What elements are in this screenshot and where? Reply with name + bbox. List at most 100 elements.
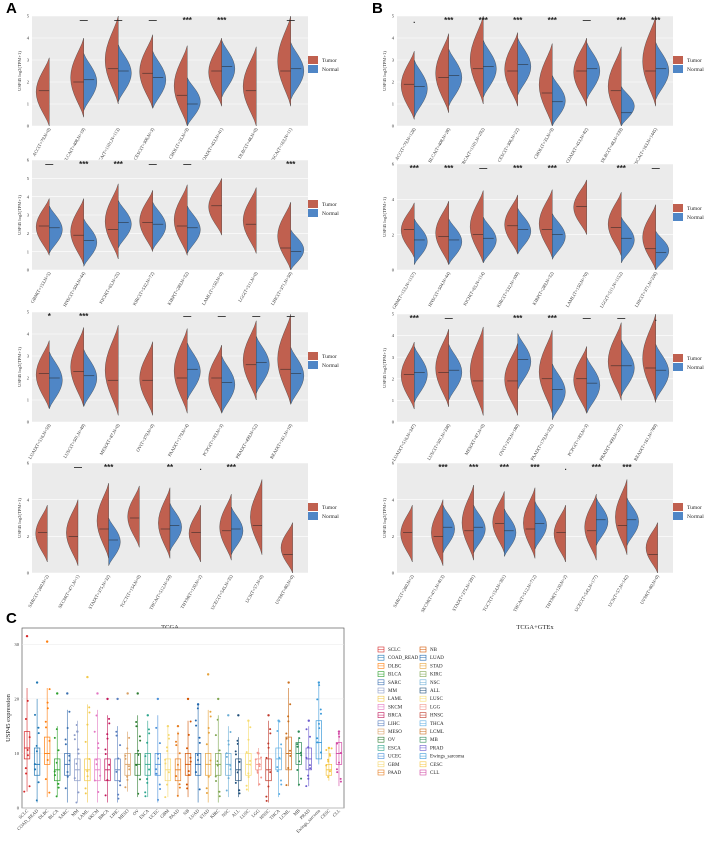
panel-label-b: B — [372, 0, 383, 17]
legend-c-label: PRAD — [430, 746, 444, 751]
legend-c-label: MM — [388, 689, 397, 694]
legend-c-label: NB — [430, 648, 438, 653]
data-point — [198, 788, 201, 791]
data-point — [209, 715, 212, 718]
data-point — [26, 754, 29, 757]
outlier-point — [126, 692, 129, 695]
data-point — [176, 794, 179, 797]
data-point — [124, 757, 127, 760]
data-point — [175, 775, 178, 778]
violin-tumor-LUSC — [70, 327, 84, 407]
plot-area-C — [21, 627, 345, 809]
significance-label: — — [149, 16, 157, 25]
violin-normal-HNSC — [83, 218, 98, 267]
y-tick-label: 5 — [27, 14, 30, 19]
data-point — [66, 770, 69, 773]
box-COAD_READ — [33, 747, 41, 776]
outlier-point — [227, 714, 230, 717]
legend-c-label: COAD_READ — [388, 656, 419, 661]
data-point — [119, 784, 122, 787]
x-tick-label: READ(T=161,N=10) — [269, 423, 294, 461]
x-tick-label: UVM(T=80,N=0) — [274, 574, 296, 606]
data-point — [197, 759, 200, 762]
violin-normal-LGG — [621, 216, 635, 264]
x-tick-label: NSC — [221, 808, 231, 818]
data-point — [44, 720, 47, 723]
y-tick-label: 30 — [14, 642, 19, 647]
data-point — [216, 718, 219, 721]
significance-label: — — [583, 16, 591, 25]
data-point — [104, 752, 107, 755]
data-point — [26, 699, 29, 702]
data-point — [227, 739, 230, 742]
x-tick-label: CESC(T=306,N=22) — [497, 127, 522, 164]
data-point — [95, 714, 98, 717]
data-point — [216, 760, 219, 763]
violin-normal-PCPG — [586, 357, 601, 414]
violin-tumor-LUSC — [435, 329, 449, 407]
data-point — [265, 795, 268, 798]
data-point — [97, 791, 100, 794]
x-tick-label: THCA(T=512,N=59) — [148, 574, 173, 612]
data-point — [317, 722, 320, 725]
x-tick-label: MESO — [117, 808, 130, 821]
data-point — [229, 731, 232, 734]
data-point — [316, 741, 319, 744]
violin-normal-CHOL — [187, 77, 201, 127]
legend-tumor-swatch — [673, 354, 683, 362]
data-point — [269, 732, 272, 735]
data-point — [99, 774, 102, 777]
data-point — [209, 759, 212, 762]
x-tick-label: BRCA — [97, 808, 110, 821]
violin-tumor-MESO — [469, 326, 484, 416]
legend-c-label: ESCA — [388, 746, 401, 751]
data-point — [115, 730, 118, 733]
violin-tumor-BLCA — [70, 37, 84, 118]
data-point — [164, 758, 167, 761]
x-tick-label: PRAD(T=499,N=52) — [235, 423, 260, 460]
violin-tumor-PRAD — [242, 320, 257, 401]
y-tick-label: 2 — [392, 534, 395, 539]
data-point — [189, 756, 192, 759]
data-point — [339, 780, 342, 783]
data-point — [106, 779, 109, 782]
data-point — [307, 777, 310, 780]
legend-c-label: MESO — [388, 730, 402, 735]
x-tick-label: THYM(T=120,N=2) — [180, 574, 205, 611]
x-tick-label: OV — [132, 808, 141, 817]
data-point — [166, 783, 169, 786]
violin-tumor-KIRC — [139, 190, 153, 252]
violin-normal-KICH — [483, 216, 497, 264]
significance-label: *** — [617, 16, 627, 25]
x-tick-label: LGG(T=511,N=1152) — [599, 271, 625, 310]
violin-tumor-STAD — [461, 484, 474, 561]
x-tick-label: ESCA(T=163,N=1445) — [632, 127, 659, 168]
data-point — [137, 749, 140, 752]
y-axis-label: USP45 log2(TPM+1) — [17, 195, 22, 235]
data-point — [285, 784, 288, 787]
violin-tumor-UCS — [250, 479, 263, 555]
data-point — [194, 771, 197, 774]
y-tick-label: 0 — [392, 268, 395, 273]
data-point — [195, 724, 198, 727]
data-point — [305, 785, 308, 788]
data-point — [247, 772, 250, 775]
significance-label: * — [48, 312, 52, 321]
violin-tumor-ACC — [35, 57, 50, 127]
significance-label: *** — [617, 164, 627, 173]
data-point — [335, 768, 338, 771]
data-point — [135, 721, 138, 724]
legend-c-label: LUAD — [430, 656, 444, 661]
data-point — [86, 775, 89, 778]
legend-c-label: UCEC — [388, 755, 402, 760]
data-point — [144, 795, 147, 798]
data-point — [46, 701, 49, 704]
legend-c-label: CLL — [430, 771, 439, 776]
violin-normal-PRAD — [256, 336, 270, 394]
significance-label: — — [287, 16, 295, 25]
legend-normal-label: Normal — [687, 67, 704, 73]
violin-normal-LUSC — [448, 344, 463, 401]
y-tick-label: 3 — [27, 354, 30, 359]
data-point — [164, 762, 167, 765]
